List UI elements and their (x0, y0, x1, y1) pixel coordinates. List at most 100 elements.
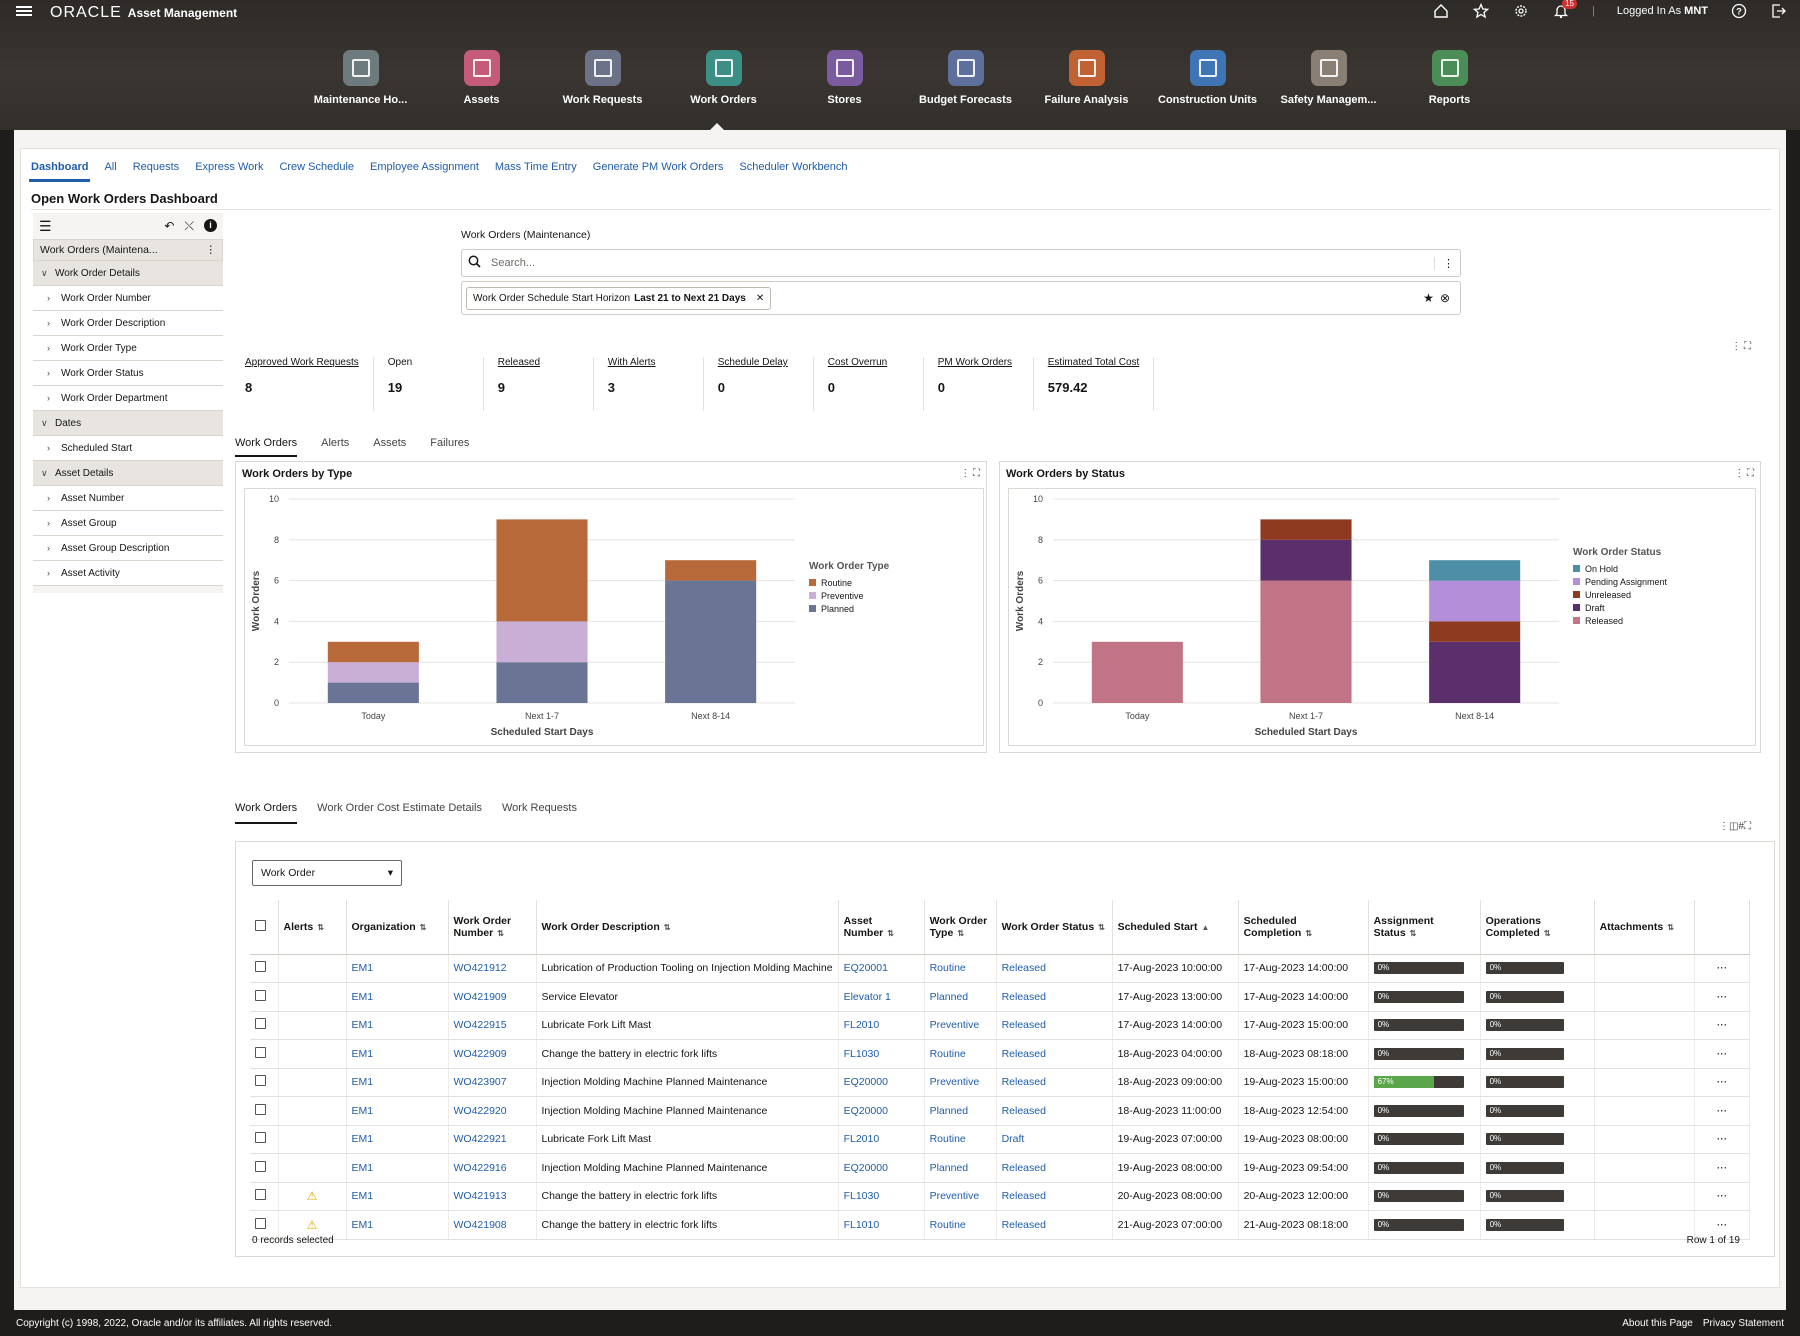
bar-segment-planned[interactable] (327, 682, 419, 703)
work-order-number-link[interactable]: WO422909 (453, 1047, 507, 1060)
more-actions-icon[interactable]: ⋯ (1716, 962, 1728, 975)
bar-segment-released[interactable] (1260, 580, 1352, 703)
info-icon[interactable]: i (204, 218, 217, 232)
sort-icon[interactable]: ⇅ (497, 928, 504, 938)
asset-number-link[interactable]: FL1030 (843, 1047, 880, 1060)
bar-segment-routine[interactable] (665, 560, 757, 581)
work-order-number-link[interactable]: WO422920 (453, 1104, 507, 1117)
work-order-status-link[interactable]: Released (1001, 1104, 1046, 1117)
warning-icon[interactable]: ⚠ (306, 1189, 318, 1204)
springboard-item[interactable]: Reports (1389, 50, 1510, 106)
filter-item[interactable]: › Work Order Status (33, 361, 223, 386)
brand[interactable]: ORACLE Asset Management (50, 4, 237, 22)
work-order-status-link[interactable]: Draft (1001, 1133, 1025, 1146)
bar-segment-unreleased[interactable] (1260, 519, 1352, 540)
column-header-alerts[interactable]: Alerts ⇅ (278, 900, 347, 955)
work-order-type-link[interactable]: Preventive (929, 1190, 980, 1203)
work-order-status-link[interactable]: Released (1001, 962, 1046, 975)
springboard-item[interactable]: Construction Units (1147, 50, 1268, 106)
asset-number-link[interactable]: FL1030 (843, 1190, 880, 1203)
organization-link[interactable]: EM1 (351, 990, 374, 1003)
work-order-type-link[interactable]: Planned (929, 1104, 969, 1117)
more-actions-icon[interactable]: ⋯ (1716, 1218, 1728, 1231)
work-order-type-link[interactable]: Routine (929, 1133, 966, 1146)
metric-card[interactable]: Approved Work Requests 8 (231, 357, 374, 411)
sort-icon[interactable]: ⇅ (419, 922, 427, 932)
menu-icon[interactable] (16, 4, 32, 18)
filter-item[interactable]: › Asset Activity (33, 561, 223, 586)
sort-icon[interactable]: ⇅ (1305, 928, 1313, 938)
attachments-cell[interactable] (1594, 954, 1695, 983)
tab-failures[interactable]: Failures (430, 437, 470, 449)
work-order-number-link[interactable]: WO421909 (453, 990, 507, 1003)
work-order-type-link[interactable]: Routine (929, 1047, 966, 1060)
sign-out-icon[interactable] (1770, 2, 1788, 20)
tab-assets[interactable]: Assets (373, 437, 407, 449)
column-header-asset-number[interactable]: Asset Number ⇅ (838, 900, 925, 955)
view-select[interactable]: Work Order ▾ (252, 860, 402, 886)
filter-item[interactable]: › Work Order Department (33, 386, 223, 411)
asset-number-link[interactable]: EQ20001 (843, 962, 888, 975)
filter-item[interactable]: › Asset Number (33, 486, 223, 511)
remove-filter-icon[interactable]: ✕ (755, 292, 765, 304)
metric-label[interactable]: Schedule Delay (717, 357, 788, 368)
work-order-status-link[interactable]: Released (1001, 1047, 1046, 1060)
springboard-item[interactable]: Safety Managem... (1268, 50, 1389, 106)
metric-card[interactable]: Cost Overrun 0 (814, 357, 924, 411)
table-view-options-icon[interactable]: ⋮◫#⛶ (1718, 821, 1751, 832)
work-order-status-link[interactable]: Released (1001, 1218, 1046, 1231)
filter-chip[interactable]: Work Order Schedule Start Horizon Last 2… (466, 286, 772, 310)
warning-icon[interactable]: ⚠ (306, 1217, 318, 1232)
tab-crew-schedule[interactable]: Crew Schedule (279, 161, 355, 173)
work-order-number-link[interactable]: WO421912 (453, 962, 507, 975)
home-icon[interactable] (1432, 2, 1450, 20)
bar-segment-preventive[interactable] (496, 621, 588, 663)
row-checkbox[interactable] (255, 1046, 266, 1058)
help-icon[interactable]: ? (1730, 2, 1748, 20)
springboard-item[interactable]: Stores (784, 50, 905, 106)
search-input[interactable]: Search... ⋮ (461, 249, 1461, 277)
metric-card[interactable]: With Alerts 3 (594, 357, 704, 411)
tab-requests[interactable]: Requests (132, 161, 180, 173)
filter-item[interactable]: › Asset Group (33, 511, 223, 536)
row-checkbox[interactable] (255, 1160, 266, 1172)
work-order-status-link[interactable]: Released (1001, 1161, 1046, 1174)
work-order-number-link[interactable]: WO421913 (453, 1190, 507, 1203)
organization-link[interactable]: EM1 (351, 1190, 374, 1203)
row-checkbox[interactable] (255, 961, 266, 973)
sort-icon[interactable]: ⇅ (887, 928, 894, 938)
filter-item[interactable]: › Work Order Number (33, 286, 223, 311)
metric-card[interactable]: Estimated Total Cost 579.42 (1034, 357, 1155, 411)
work-order-type-link[interactable]: Planned (929, 990, 969, 1003)
chart-expand-icon[interactable]: ⋮ ⛶ (1734, 468, 1754, 479)
row-checkbox[interactable] (255, 1103, 266, 1115)
organization-link[interactable]: EM1 (351, 1133, 374, 1146)
springboard-item[interactable]: Work Requests (542, 50, 663, 106)
row-checkbox[interactable] (255, 1018, 266, 1030)
springboard-item[interactable]: Failure Analysis (1026, 50, 1147, 106)
tab-express-work[interactable]: Express Work (195, 161, 264, 173)
attachments-cell[interactable] (1594, 982, 1695, 1012)
tab-generate-pm-work-orders[interactable]: Generate PM Work Orders (592, 161, 724, 173)
work-order-type-link[interactable]: Preventive (929, 1076, 980, 1089)
work-order-number-link[interactable]: WO422915 (453, 1019, 507, 1032)
asset-number-link[interactable]: EQ20000 (843, 1104, 888, 1117)
column-header-organization[interactable]: Organization ⇅ (346, 900, 449, 955)
sort-ascending-icon[interactable]: ▲ (1201, 922, 1210, 932)
panel-menu-icon[interactable]: ☰ (39, 217, 52, 234)
more-actions-icon[interactable]: ⋯ (1716, 1104, 1728, 1117)
table-row[interactable]: ⚠ EM1 WO421913 Change the battery in electr… (250, 1182, 1751, 1211)
more-actions-icon[interactable]: ⋯ (1716, 1133, 1728, 1146)
row-checkbox[interactable] (255, 1132, 266, 1144)
more-options-icon[interactable]: ⋮ (205, 244, 217, 256)
tab-dashboard[interactable]: Dashboard (29, 155, 91, 182)
bar-segment-on-hold[interactable] (1429, 560, 1521, 581)
attachments-cell[interactable] (1594, 1096, 1695, 1126)
bar-segment-planned[interactable] (496, 662, 588, 703)
filter-item[interactable]: › Asset Group Description (33, 536, 223, 561)
attachments-cell[interactable] (1594, 1210, 1695, 1240)
asset-number-link[interactable]: FL2010 (843, 1019, 880, 1032)
organization-link[interactable]: EM1 (351, 1104, 374, 1117)
tab-work-orders[interactable]: Work Orders (235, 802, 298, 824)
clear-filters-icon[interactable]: ⊗ (1439, 291, 1450, 305)
